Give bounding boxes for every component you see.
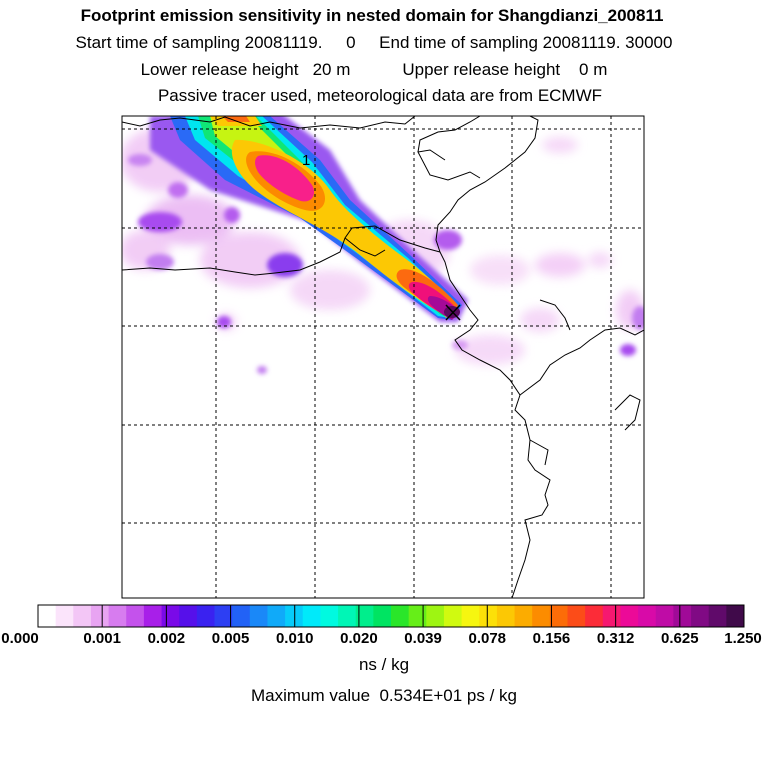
colorbar-cell: [408, 605, 427, 627]
colorbar-cell: [461, 605, 480, 627]
colorbar-cell: [143, 605, 163, 627]
colorbar-cell: [196, 605, 215, 627]
colorbar-cell: [126, 605, 145, 627]
chart-title: Footprint emission sensitivity in nested…: [80, 6, 664, 25]
colorbar-cell: [108, 605, 127, 627]
colorbar-cell: [549, 605, 568, 627]
colorbar-cell: [514, 605, 533, 627]
colorbar-cell: [338, 605, 357, 627]
colorbar-cell: [691, 605, 710, 627]
colorbar-tick-label: 0.625: [661, 630, 699, 647]
colorbar-tick-label: 0.156: [532, 630, 571, 647]
colorbar-cell: [214, 605, 233, 627]
colorbar-cell: [567, 605, 586, 627]
colorbar-cell: [585, 605, 604, 627]
sampling-time-line: Start time of sampling 20081119. 0 End t…: [75, 33, 673, 52]
colorbar-cell: [638, 605, 657, 627]
colorbar-cell: [161, 605, 180, 627]
colorbar-cells: [38, 605, 745, 627]
colorbar-tick-label: 0.312: [596, 630, 635, 647]
colorbar-cell: [479, 605, 498, 627]
colorbar-tick-label: 0.002: [147, 630, 186, 647]
colorbar-cell: [726, 605, 745, 627]
colorbar-cell: [320, 605, 339, 627]
colorbar-cell: [179, 605, 198, 627]
colorbar-cell: [673, 605, 692, 627]
colorbar-tick-label: 0.005: [211, 630, 250, 647]
release-height-line: Lower release height 20 m Upper release …: [140, 60, 608, 79]
colorbar-tick-label: 0.000: [1, 630, 39, 647]
station-marker: [445, 304, 461, 321]
colorbar-cell: [55, 605, 74, 627]
colorbar-cell: [496, 605, 516, 627]
colorbar-cell: [373, 605, 392, 627]
colorbar-cell: [391, 605, 410, 627]
colorbar-cell: [620, 605, 639, 627]
colorbar-cell: [602, 605, 621, 627]
colorbar-cell: [355, 605, 374, 627]
colorbar-cell: [285, 605, 304, 627]
colorbar-units: ns / kg: [358, 655, 410, 674]
colorbar-cell: [90, 605, 110, 627]
coastline: [122, 116, 644, 598]
colorbar-tick-label: 0.001: [83, 630, 121, 647]
colorbar-cell: [302, 605, 321, 627]
colorbar-cell: [708, 605, 727, 627]
colorbar-tick-label: 0.039: [404, 630, 442, 647]
colorbar-cell: [426, 605, 445, 627]
colorbar-tick-label: 0.010: [275, 630, 314, 647]
colorbar-cell: [73, 605, 92, 627]
map-background: [122, 116, 644, 598]
tracer-info-line: Passive tracer used, meteorological data…: [157, 86, 603, 105]
colorbar-cell: [443, 605, 463, 627]
colorbar-tick-label: 0.078: [468, 630, 507, 647]
colorbar-frame: [37, 604, 745, 628]
colorbar-tick-label: 1.250: [724, 630, 762, 647]
colorbar-cell: [249, 605, 268, 627]
colorbar-cell: [532, 605, 551, 627]
maximum-value-line: Maximum value 0.534E+01 ps / kg: [251, 686, 517, 705]
map-frame: [121, 115, 645, 599]
colorbar-cell: [655, 605, 674, 627]
contour-label: 1: [302, 152, 310, 169]
graticule: [122, 116, 644, 598]
colorbar-cell: [232, 605, 251, 627]
colorbar-cell: [267, 605, 286, 627]
sensitivity-field: [122, 116, 644, 598]
colorbar-cell: [38, 605, 57, 627]
colorbar-tick-label: 0.020: [340, 630, 378, 647]
